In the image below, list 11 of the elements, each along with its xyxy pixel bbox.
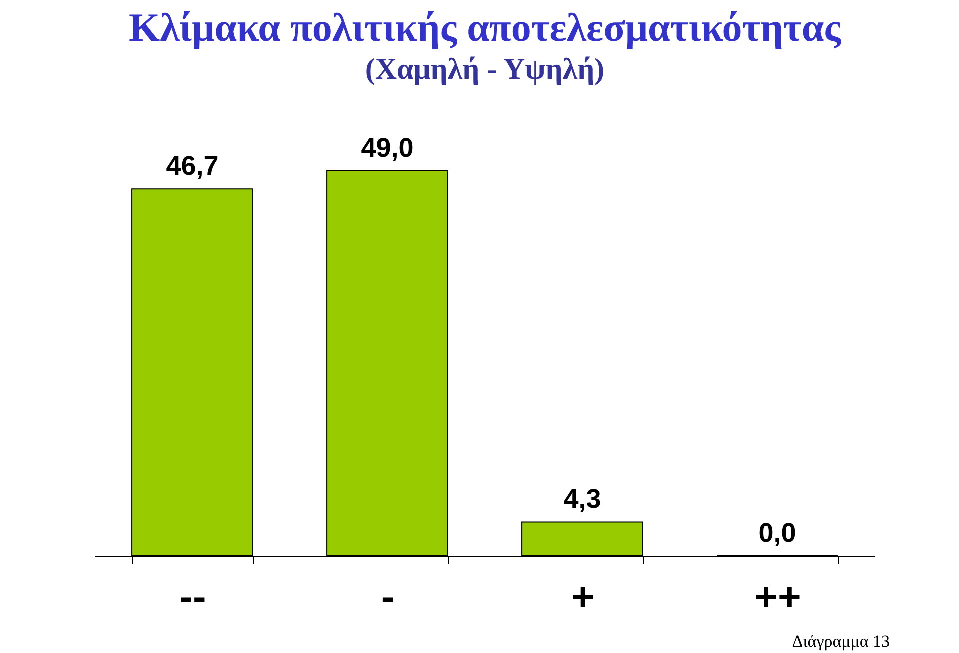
- chart-subtitle: (Χαμηλή - Υψηλή): [365, 53, 605, 86]
- x-tick-label: ++: [754, 576, 802, 620]
- x-tick-label: -: [381, 576, 395, 620]
- data-label: 49,0: [361, 133, 414, 163]
- text: Διάγραμμα 13: [792, 632, 890, 651]
- x-tick-label: +: [571, 576, 595, 620]
- x-tick-label: --: [180, 576, 206, 620]
- chart-title: Κλίμακα πολιτικής αποτελεσματικότητας: [128, 5, 842, 50]
- data-label: 46,7: [166, 151, 219, 182]
- data-label: 4,3: [564, 484, 602, 514]
- data-label: 0,0: [758, 518, 796, 548]
